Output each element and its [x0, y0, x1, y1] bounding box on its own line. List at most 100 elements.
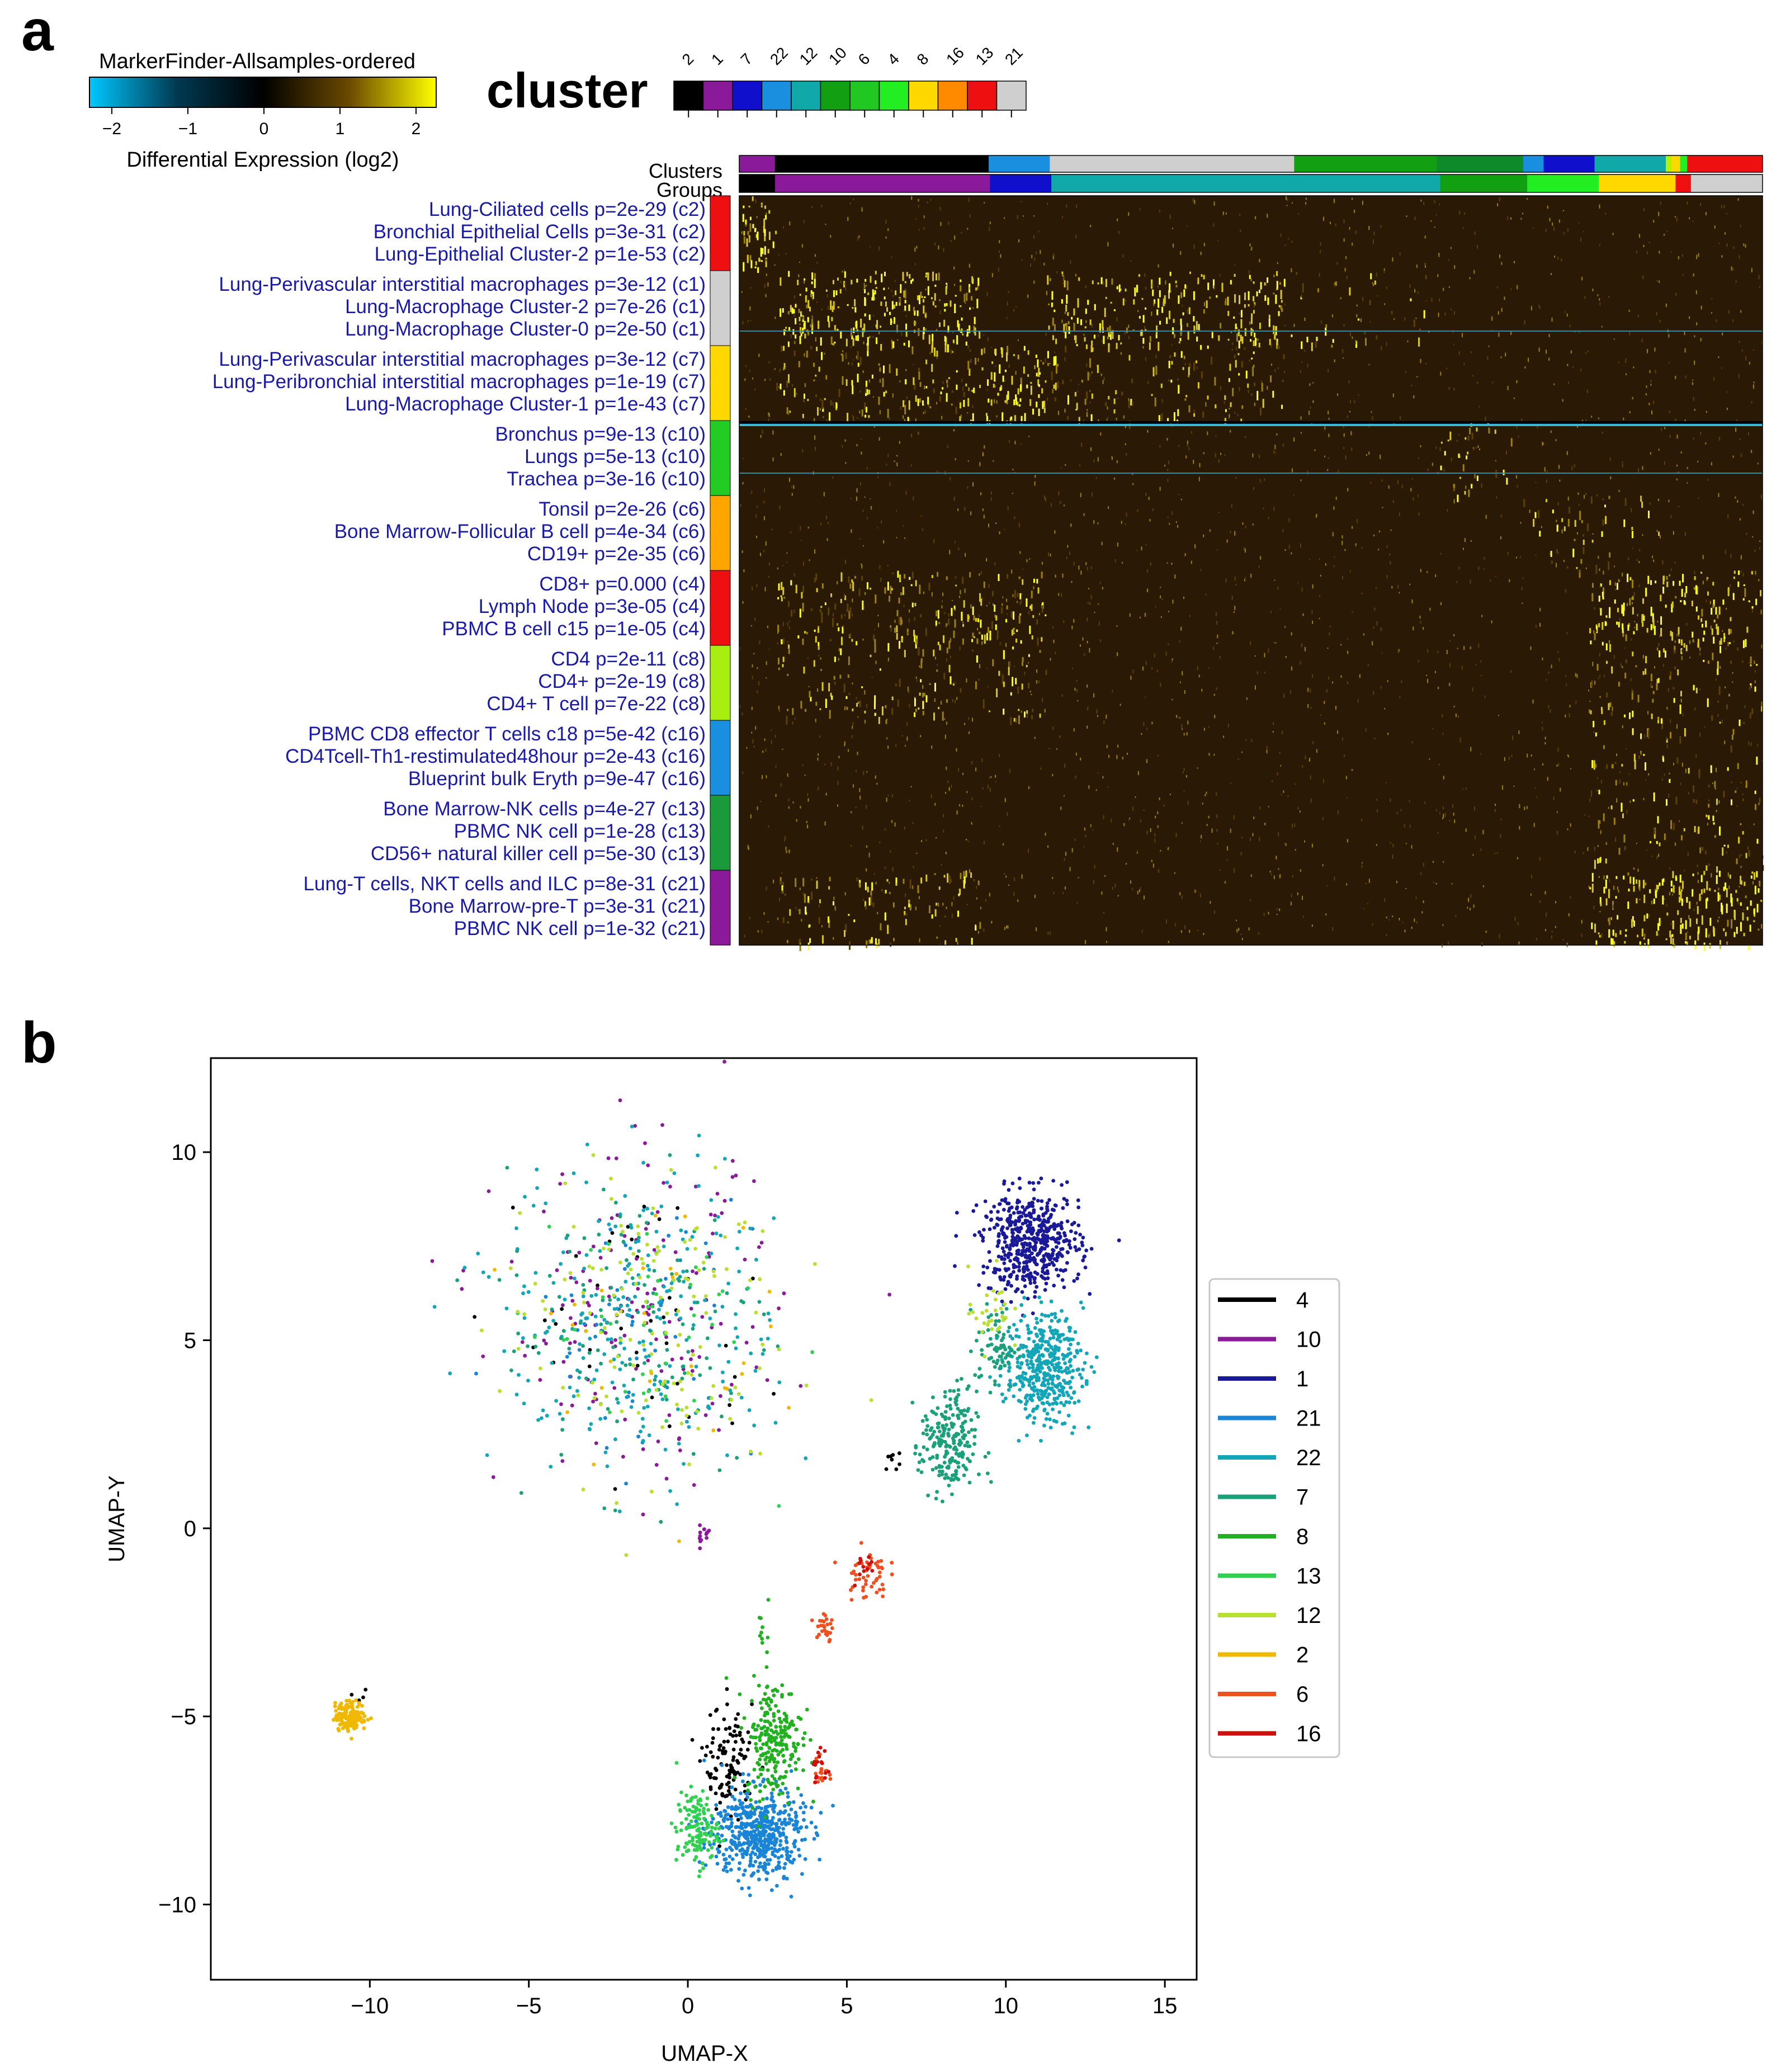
heatmap-cell: [1596, 789, 1598, 792]
heatmap-cell: [1027, 374, 1029, 377]
heatmap-cell: [1689, 901, 1691, 909]
heatmap-cell: [1470, 579, 1471, 584]
heatmap-cell: [1414, 289, 1416, 293]
heatmap-cell: [1159, 797, 1160, 800]
heatmap-cell: [1107, 336, 1109, 339]
heatmap-cell: [1273, 875, 1275, 879]
heatmap-cell: [1137, 509, 1138, 512]
heatmap-cell: [1752, 384, 1754, 389]
heatmap-cell: [1599, 934, 1601, 938]
heatmap-cell: [1035, 355, 1037, 358]
heatmap-cell: [1233, 316, 1235, 319]
heatmap-cell: [864, 297, 866, 306]
heatmap-cell: [1544, 467, 1546, 472]
heatmap-cell: [1625, 659, 1627, 663]
heatmap-cell: [1455, 713, 1457, 718]
heatmap-cell: [1349, 570, 1351, 573]
heatmap-cell: [1362, 296, 1364, 301]
heatmap-cell: [957, 508, 959, 511]
heatmap-cell: [1044, 709, 1046, 713]
heatmap-cell: [1011, 629, 1013, 636]
heatmap-cell: [1407, 340, 1409, 342]
heatmap-cell: [1625, 934, 1627, 937]
heatmap-cell: [1466, 455, 1468, 460]
heatmap-cell: [1420, 872, 1422, 875]
heatmap-cell: [1019, 593, 1022, 600]
heatmap-cell: [1182, 671, 1183, 676]
heatmap-cell: [1551, 931, 1553, 933]
heatmap-cell: [1151, 721, 1153, 725]
heatmap-cell: [935, 620, 937, 626]
heatmap-cell: [1475, 447, 1477, 449]
heatmap-cell: [1589, 701, 1591, 702]
heatmap-cell: [1236, 919, 1237, 922]
heatmap-cell: [852, 338, 854, 346]
heatmap-cell: [971, 296, 973, 301]
heatmap-cell: [1666, 575, 1668, 580]
heatmap-cell: [791, 384, 793, 387]
heatmap-cell: [821, 399, 824, 409]
heatmap-cell: [1592, 533, 1594, 535]
heatmap-cell: [1136, 850, 1138, 853]
heatmap-cell: [1610, 938, 1613, 946]
heatmap-cell: [1701, 608, 1703, 617]
scatter-point-4: [662, 1315, 666, 1319]
heatmap-cell: [968, 387, 970, 391]
heatmap-cell: [1656, 311, 1657, 316]
heatmap-cell: [1241, 336, 1244, 342]
heatmap-cell: [1079, 644, 1081, 647]
heatmap-cell: [999, 387, 1001, 391]
heatmap-cell: [1234, 294, 1236, 303]
scatter-point-10: [559, 1402, 563, 1406]
heatmap-cell: [1291, 666, 1292, 671]
heatmap-cell: [1372, 284, 1374, 286]
heatmap-cell: [1312, 674, 1314, 678]
heatmap-cell: [1248, 927, 1250, 931]
heatmap-cell: [872, 336, 874, 338]
heatmap-cell: [972, 482, 974, 487]
heatmap-cell: [901, 332, 903, 336]
heatmap-cell: [807, 657, 809, 659]
heatmap-cell: [1531, 875, 1533, 879]
heatmap-cell: [1491, 620, 1492, 624]
heatmap-cell: [1122, 757, 1123, 759]
heatmap-cell: [1047, 275, 1049, 285]
heatmap-cell: [1535, 554, 1537, 556]
heatmap-cell: [1716, 799, 1718, 805]
heatmap-cell: [825, 375, 828, 380]
heatmap-cell: [1021, 593, 1023, 595]
heatmap-cell: [1593, 630, 1595, 634]
heatmap-cell: [1603, 674, 1605, 677]
heatmap-cell: [1042, 362, 1045, 365]
heatmap-cell: [856, 444, 858, 447]
heatmap-cell: [998, 574, 1000, 581]
heatmap-cell: [936, 837, 937, 839]
heatmap-cell: [1005, 643, 1007, 647]
heatmap-cell: [1477, 244, 1478, 249]
heatmap-cell: [1214, 715, 1216, 719]
heatmap-cell: [930, 794, 932, 799]
heatmap-cell: [749, 216, 752, 220]
heatmap-cell: [824, 602, 826, 606]
heatmap-cell: [788, 798, 790, 801]
heatmap-cell: [1182, 771, 1184, 774]
heatmap-cell: [1198, 324, 1200, 331]
heatmap-cell: [1627, 624, 1629, 631]
heatmap-cell: [1092, 324, 1093, 328]
heatmap-cell: [1651, 900, 1652, 905]
heatmap-cell: [1553, 383, 1555, 385]
y-tick-label: 5: [184, 1328, 196, 1353]
heatmap-cell: [1238, 340, 1240, 349]
heatmap-cell: [1090, 414, 1093, 422]
heatmap-cell: [1021, 201, 1022, 202]
heatmap-cell: [1653, 898, 1655, 904]
heatmap-cell: [828, 886, 830, 890]
heatmap-cell: [797, 280, 799, 285]
heatmap-cell: [1309, 757, 1311, 762]
heatmap-cell: [1432, 728, 1434, 730]
heatmap-cell: [863, 323, 866, 332]
row-label: PBMC B cell c15 p=1e-05 (c4): [442, 618, 706, 640]
heatmap-cell: [934, 347, 936, 357]
heatmap-cell: [1125, 424, 1126, 428]
heatmap-cell: [782, 664, 784, 668]
